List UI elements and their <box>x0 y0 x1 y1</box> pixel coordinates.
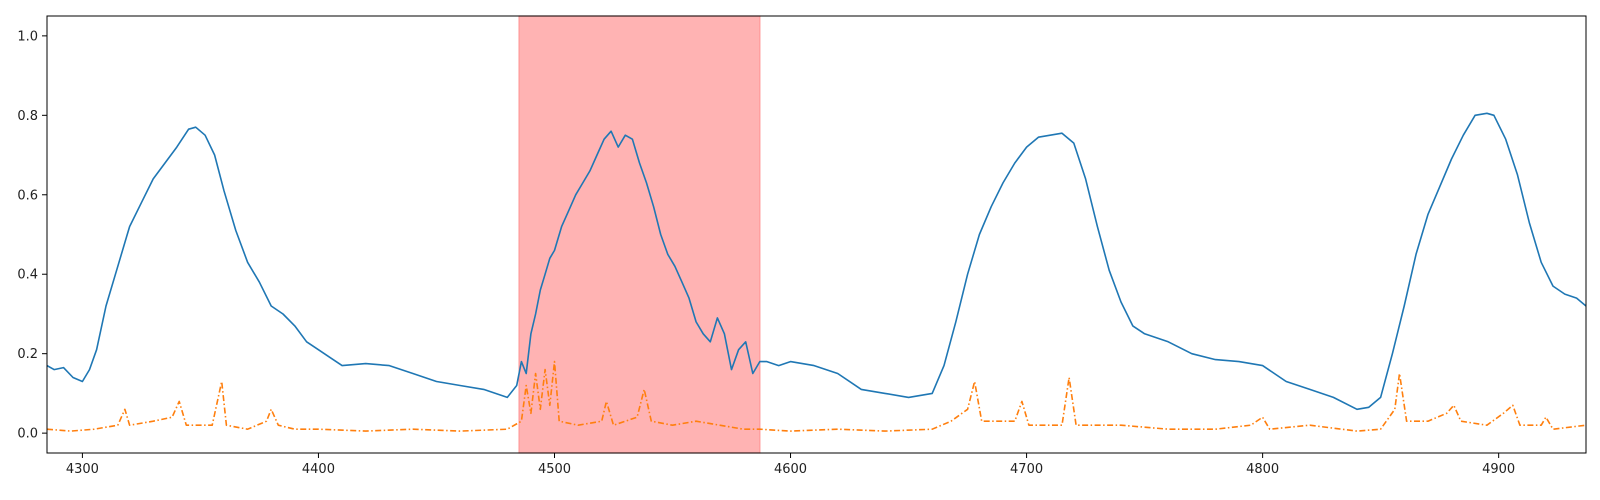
x-tick-label: 4500 <box>538 462 571 477</box>
y-axis: 0.0 0.2 0.4 0.6 0.8 1.0 <box>17 29 47 442</box>
x-tick-label: 4600 <box>774 462 807 477</box>
y-tick-label: 0.6 <box>17 188 38 203</box>
y-tick-label: 0.2 <box>17 347 38 362</box>
y-tick-label: 1.0 <box>17 29 38 44</box>
x-tick-label: 4700 <box>1010 462 1043 477</box>
x-tick-label: 4800 <box>1246 462 1279 477</box>
highlight-layer <box>518 15 761 454</box>
x-axis: 4300 4400 4500 4600 4700 4800 4900 <box>66 453 1515 477</box>
plot-area <box>47 112 1586 432</box>
axes-frame <box>46 15 1587 454</box>
y-tick-label: 0.0 <box>17 427 38 442</box>
x-tick-label: 4400 <box>302 462 335 477</box>
series-line-2 <box>47 360 1586 432</box>
x-tick-label: 4300 <box>66 462 99 477</box>
x-tick-label: 4900 <box>1482 462 1515 477</box>
series-line-1 <box>47 112 1586 411</box>
y-tick-label: 0.4 <box>17 268 38 283</box>
highlight-span <box>518 15 761 454</box>
y-tick-label: 0.8 <box>17 109 38 124</box>
